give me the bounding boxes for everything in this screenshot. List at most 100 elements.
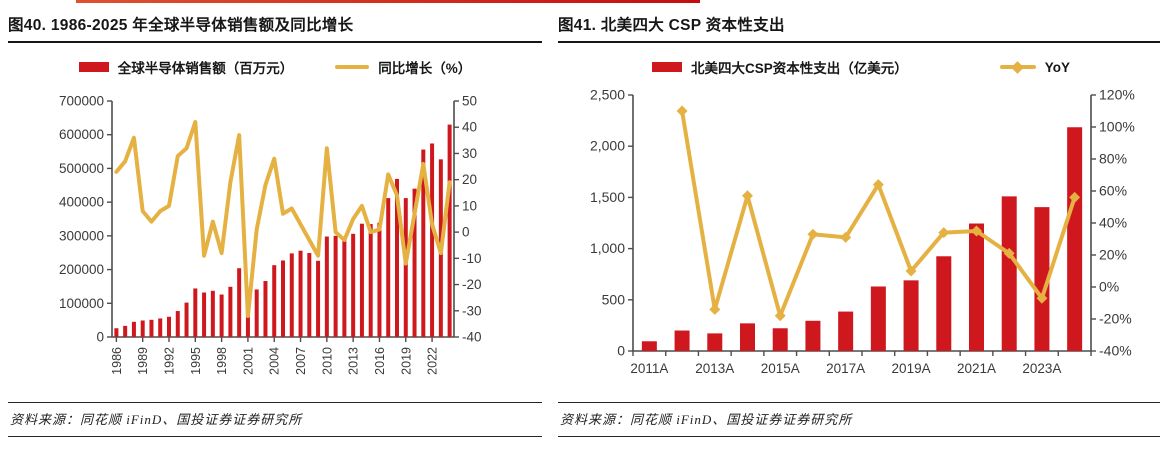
top-red-strip — [76, 0, 700, 3]
bar — [386, 198, 391, 337]
svg-text:0: 0 — [617, 343, 625, 359]
figure-41: 图41. 北美四大 CSP 资本性支出 北美四大CSP资本性支出（亿美元） Yo… — [558, 10, 1160, 450]
legend-label: 同比增长（%） — [378, 61, 472, 76]
figure-41-title: 图41. 北美四大 CSP 资本性支出 — [558, 10, 1160, 43]
svg-text:-30: -30 — [462, 303, 482, 318]
bar — [281, 260, 285, 337]
bar — [184, 302, 189, 337]
svg-text:-40%: -40% — [1099, 343, 1132, 359]
legend-item-yoy-growth: 同比增长（%） — [335, 57, 471, 77]
bar — [936, 256, 952, 351]
svg-text:2023A: 2023A — [1022, 361, 1061, 376]
diamond-marker — [840, 231, 852, 243]
bar — [210, 290, 215, 337]
bar — [193, 288, 198, 337]
bar — [368, 224, 373, 337]
svg-text:60%: 60% — [1099, 183, 1127, 199]
bar — [870, 286, 886, 351]
svg-text:1989: 1989 — [136, 347, 150, 375]
yellow-line-diamond-swatch-icon — [999, 60, 1036, 74]
figure-40-source: 资料来源：同花顺 iFinD、国投证券证券研究所 — [8, 402, 542, 437]
chart-41-canvas: 2,500 2,000 1,500 1,000 500 0 120% 100% 80% 60% 40… — [590, 87, 1135, 377]
bar — [167, 316, 171, 337]
bar — [158, 318, 163, 337]
bar — [359, 223, 364, 337]
bar — [377, 222, 382, 337]
svg-text:500000: 500000 — [59, 161, 104, 176]
svg-text:2019A: 2019A — [892, 361, 931, 376]
svg-text:-10: -10 — [462, 251, 482, 266]
svg-text:500: 500 — [602, 291, 626, 307]
svg-text:2021A: 2021A — [957, 361, 996, 376]
bar — [351, 233, 356, 337]
diamond-marker — [905, 265, 917, 277]
svg-text:100000: 100000 — [59, 296, 104, 311]
bar — [272, 265, 277, 337]
bar — [263, 281, 268, 337]
bar — [430, 143, 435, 337]
svg-text:-20: -20 — [462, 277, 482, 292]
svg-text:80%: 80% — [1099, 151, 1127, 167]
svg-text:10: 10 — [462, 198, 477, 213]
bar — [307, 253, 312, 337]
svg-text:1998: 1998 — [215, 347, 229, 375]
bar — [412, 188, 417, 337]
bar — [838, 311, 854, 351]
svg-text:50: 50 — [462, 94, 477, 109]
series-bars — [641, 127, 1083, 351]
bar — [298, 250, 303, 337]
svg-text:1,000: 1,000 — [590, 240, 625, 256]
diamond-marker-icon — [1010, 60, 1024, 74]
diamond-marker — [971, 225, 982, 237]
bar — [123, 325, 128, 337]
svg-text:-40: -40 — [462, 330, 482, 345]
bar — [324, 236, 329, 337]
series-line — [114, 119, 452, 319]
figure-41-legend: 北美四大CSP资本性支出（亿美元） YoY — [558, 57, 1160, 77]
svg-text:120%: 120% — [1099, 87, 1135, 103]
svg-text:600000: 600000 — [59, 127, 104, 142]
svg-text:0: 0 — [462, 225, 470, 240]
svg-text:2019: 2019 — [399, 347, 413, 375]
bar — [1067, 127, 1083, 351]
legend-label: YoY — [1044, 59, 1071, 75]
bar — [903, 280, 919, 351]
svg-text:-20%: -20% — [1099, 311, 1132, 327]
diamond-marker — [676, 105, 688, 117]
svg-text:2013A: 2013A — [695, 361, 734, 376]
diamond-marker — [872, 179, 884, 191]
bar — [707, 333, 723, 351]
svg-text:2007: 2007 — [294, 347, 308, 375]
svg-text:40: 40 — [462, 120, 477, 135]
svg-text:2,500: 2,500 — [590, 87, 625, 103]
svg-text:20%: 20% — [1099, 247, 1127, 263]
bar — [131, 321, 136, 337]
legend-label: 北美四大CSP资本性支出（亿美元） — [690, 61, 908, 76]
svg-text:20: 20 — [462, 172, 477, 187]
legend-item-csp-capex: 北美四大CSP资本性支出（亿美元） — [651, 57, 908, 77]
bar — [316, 260, 321, 337]
svg-text:40%: 40% — [1099, 215, 1127, 231]
svg-text:1992: 1992 — [163, 347, 177, 375]
svg-text:1995: 1995 — [189, 347, 203, 375]
bar — [237, 268, 242, 337]
svg-text:300000: 300000 — [59, 228, 104, 243]
diamond-marker — [1069, 191, 1081, 203]
bar — [149, 319, 154, 337]
axes: 7000006000005000004000003000002000001000… — [59, 94, 482, 375]
svg-text:0%: 0% — [1099, 279, 1119, 295]
svg-text:2001: 2001 — [241, 347, 255, 375]
bar — [641, 341, 657, 351]
bar — [289, 253, 294, 337]
bar — [395, 178, 399, 337]
svg-text:30: 30 — [462, 146, 477, 161]
bar — [740, 323, 755, 351]
yellow-line-swatch-icon — [335, 65, 370, 69]
diamond-marker — [807, 228, 819, 240]
axes: 2,500 2,000 1,500 1,000 500 0 120% 100% 80% 60% 40… — [590, 87, 1135, 377]
chart-40-canvas: 7000006000005000004000003000002000001000… — [59, 94, 482, 375]
legend-label: 全球半导体销售额（百万元） — [117, 61, 294, 76]
svg-text:2011A: 2011A — [630, 361, 668, 376]
svg-text:100%: 100% — [1099, 119, 1135, 135]
svg-text:1986: 1986 — [110, 347, 124, 375]
